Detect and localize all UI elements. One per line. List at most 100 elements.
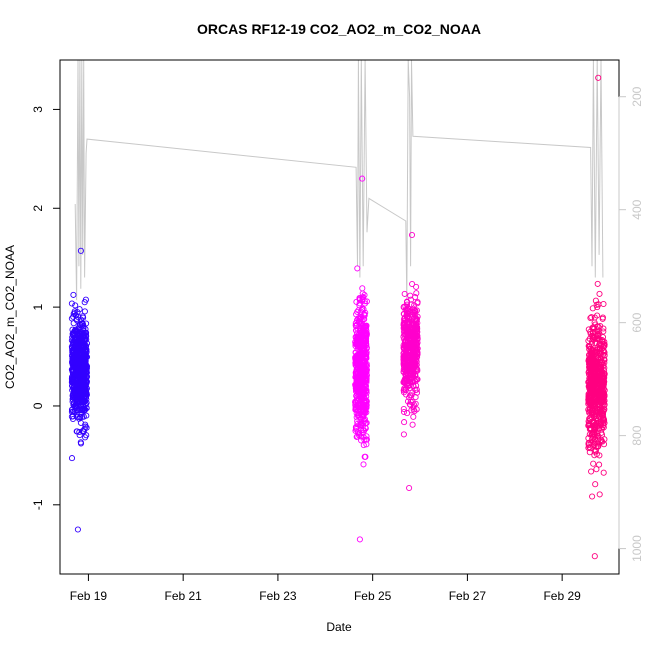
data-point [402,344,409,351]
data-point [596,393,603,400]
data-point [406,484,413,492]
data-point [404,398,412,405]
data-point [78,360,85,368]
data-point [599,314,606,321]
data-point [595,400,602,407]
data-point [402,303,409,310]
data-point [592,373,599,380]
data-point [80,367,87,374]
data-point [589,305,596,312]
data-point [588,356,595,364]
data-point [587,445,594,452]
data-point [587,328,594,335]
data-point [358,437,365,444]
data-point [594,443,601,450]
data-point [352,406,359,413]
data-point [591,553,598,560]
data-point [400,405,407,413]
data-point [585,394,592,401]
data-point [402,307,409,314]
data-point [353,363,360,370]
data-point [598,380,605,387]
y2-tick-label: 600 [630,312,644,332]
data-point [409,309,416,316]
data-point [352,369,359,376]
data-point [361,453,368,460]
data-point [412,372,419,379]
data-point [404,325,411,332]
data-point [597,342,604,349]
data-point [83,320,90,327]
data-point [586,346,593,353]
data-point [590,377,598,384]
data-point [79,356,86,363]
data-point [591,380,598,387]
data-point [363,441,370,448]
data-point [75,389,82,396]
data-point [77,247,84,254]
data-point [80,428,87,435]
y2-tick-label: 400 [630,199,644,219]
data-point [409,398,416,405]
data-point [596,461,603,468]
data-point [600,325,607,332]
data-point [400,353,407,360]
data-point [71,328,78,335]
data-point [354,429,362,436]
data-point [596,491,603,498]
data-point [83,405,90,412]
y2-tick-label: 200 [630,86,644,106]
data-point [408,358,415,365]
data-point [590,460,597,467]
series-3 [400,231,421,492]
data-point [359,346,367,353]
data-point [586,343,593,350]
x-axis: Feb 19 Feb 21 Feb 23 Feb 25 Feb 27 Feb 29 [70,573,581,603]
data-point [82,434,89,441]
data-point [360,362,367,369]
altitude-trace-line [74,60,604,301]
data-point [79,326,87,334]
data-point [356,300,363,307]
y-tick-label: 2 [31,205,45,212]
data-point [401,290,408,297]
data-point [76,432,83,439]
data-point [77,439,84,446]
data-point [585,441,592,449]
data-point [74,346,81,353]
data-point [590,438,597,445]
data-point [601,405,608,413]
data-point [595,74,602,81]
data-point [81,299,88,306]
data-point [71,407,78,415]
data-point [358,307,365,314]
data-point [588,353,595,360]
data-point [592,340,599,347]
data-point [413,324,420,331]
data-point [589,493,596,500]
data-point [74,526,81,533]
data-point [400,366,407,373]
y-tick-label: 0 [31,402,45,409]
data-point [597,349,604,356]
data-point [593,466,600,473]
data-point [601,436,608,443]
data-point [413,382,420,389]
data-point [410,374,417,381]
data-point [592,481,599,488]
data-point [82,387,89,395]
data-point [356,296,363,303]
data-point [588,314,595,321]
data-point [589,419,596,426]
data-point [80,376,87,383]
data-point [401,315,409,322]
data-point [354,265,361,272]
data-point [408,352,415,359]
x-tick-label: Feb 23 [259,589,297,603]
data-point [352,424,359,431]
data-point [414,300,421,307]
data-point [354,390,361,398]
data-point [406,394,413,401]
data-point [592,423,599,430]
